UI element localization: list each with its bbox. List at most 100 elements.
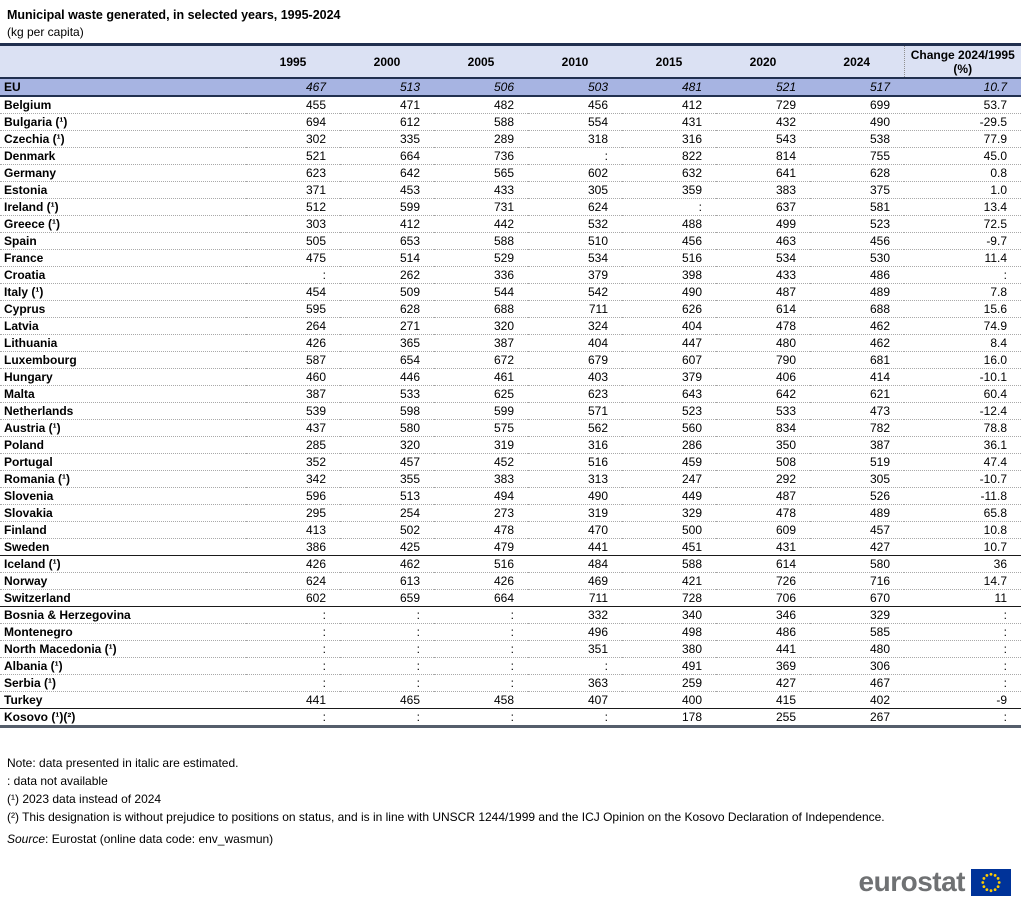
value-cell: 264	[246, 317, 340, 335]
value-cell: 456	[528, 96, 622, 114]
value-cell: 642	[716, 385, 810, 403]
page-title: Municipal waste generated, in selected y…	[7, 8, 341, 22]
value-cell: 711	[528, 589, 622, 607]
table-row: Switzerland 602 659 664 711 728 706 670 11	[0, 589, 1021, 607]
value-cell: 60.4	[904, 385, 1021, 403]
value-cell: 471	[340, 96, 434, 114]
country-name-cell: Latvia	[0, 317, 246, 335]
country-name-cell: Estonia	[0, 181, 246, 199]
value-cell: 363	[528, 674, 622, 692]
value-cell: 404	[528, 334, 622, 352]
value-cell: 351	[528, 640, 622, 658]
value-cell: 588	[434, 232, 528, 250]
value-cell: 560	[622, 419, 716, 437]
value-cell: 699	[810, 96, 904, 114]
value-cell: 624	[528, 198, 622, 216]
value-cell: 387	[246, 385, 340, 403]
value-cell: :	[622, 198, 716, 216]
value-cell: 329	[622, 504, 716, 522]
note-line: : data not available	[7, 774, 108, 788]
table-row: Belgium 455 471 482 456 412 729 699 53.7	[0, 96, 1021, 114]
value-cell: 286	[622, 436, 716, 454]
value-cell: :	[904, 266, 1021, 284]
value-cell: 694	[246, 113, 340, 131]
value-cell: 614	[716, 300, 810, 318]
value-cell: 15.6	[904, 300, 1021, 318]
value-cell: 467	[246, 77, 340, 97]
value-cell: 319	[528, 504, 622, 522]
value-cell: 329	[810, 606, 904, 624]
value-cell: 65.8	[904, 504, 1021, 522]
value-cell: 672	[434, 351, 528, 369]
value-cell: 588	[434, 113, 528, 131]
value-cell: 255	[716, 708, 810, 728]
value-cell: 425	[340, 538, 434, 556]
value-cell: 659	[340, 589, 434, 607]
value-cell: 320	[434, 317, 528, 335]
value-cell: 526	[810, 487, 904, 505]
value-cell: 469	[528, 572, 622, 590]
value-cell: -9.7	[904, 232, 1021, 250]
value-cell: 679	[528, 351, 622, 369]
country-name-cell: Slovakia	[0, 504, 246, 522]
value-cell: 11	[904, 589, 1021, 607]
value-cell: 14.7	[904, 572, 1021, 590]
note-line: (¹) 2023 data instead of 2024	[7, 792, 162, 806]
value-cell: 539	[246, 402, 340, 420]
value-cell: 461	[434, 368, 528, 386]
value-cell: 259	[622, 674, 716, 692]
table-row: Finland 413 502 478 470 500 609 457 10.8	[0, 521, 1021, 539]
value-cell: 628	[810, 164, 904, 182]
value-cell: 437	[246, 419, 340, 437]
table-row: Romania (¹) 342 355 383 313 247 292 305 -10.7	[0, 470, 1021, 488]
value-cell: 530	[810, 249, 904, 267]
value-cell: :	[246, 623, 340, 641]
value-cell: 489	[810, 283, 904, 301]
table-row: Spain 505 653 588 510 456 463 456 -9.7	[0, 232, 1021, 250]
value-cell: 585	[810, 623, 904, 641]
value-cell: 510	[528, 232, 622, 250]
table-row: Norway 624 613 426 469 421 726 716 14.7	[0, 572, 1021, 590]
value-cell: 505	[246, 232, 340, 250]
value-cell: 509	[340, 283, 434, 301]
value-cell: 404	[622, 317, 716, 335]
value-cell: 514	[340, 249, 434, 267]
value-cell: 441	[246, 691, 340, 709]
country-name-cell: Bosnia & Herzegovina	[0, 606, 246, 624]
value-cell: 36	[904, 555, 1021, 573]
value-cell: 480	[810, 640, 904, 658]
value-cell: 402	[810, 691, 904, 709]
country-name-cell: Romania (¹)	[0, 470, 246, 488]
value-cell: 45.0	[904, 147, 1021, 165]
eurostat-logo: eurostat	[859, 868, 1011, 896]
value-cell: 612	[340, 113, 434, 131]
value-cell: :	[246, 708, 340, 728]
value-cell: 543	[716, 130, 810, 148]
value-cell: 459	[622, 453, 716, 471]
value-cell: 10.7	[904, 538, 1021, 556]
value-cell: 736	[434, 147, 528, 165]
year-column-header: 2024	[810, 43, 904, 78]
value-cell: 458	[434, 691, 528, 709]
country-name-cell: Kosovo (¹)(²)	[0, 708, 246, 728]
value-cell: 462	[810, 317, 904, 335]
value-cell: :	[246, 674, 340, 692]
year-column-header: 2015	[622, 43, 716, 78]
value-cell: 621	[810, 385, 904, 403]
value-cell: 441	[528, 538, 622, 556]
value-cell: :	[246, 266, 340, 284]
country-name-cell: Luxembourg	[0, 351, 246, 369]
country-name-cell: Hungary	[0, 368, 246, 386]
value-cell: :	[246, 657, 340, 675]
value-cell: 614	[716, 555, 810, 573]
country-name-cell: Ireland (¹)	[0, 198, 246, 216]
value-cell: 453	[340, 181, 434, 199]
value-cell: 523	[810, 215, 904, 233]
value-cell: 316	[528, 436, 622, 454]
value-cell: 10.7	[904, 77, 1021, 97]
value-cell: 412	[340, 215, 434, 233]
value-cell: 456	[622, 232, 716, 250]
table-row: Bosnia & Herzegovina:::332 340 346 329:	[0, 606, 1021, 624]
value-cell: 503	[528, 77, 622, 97]
